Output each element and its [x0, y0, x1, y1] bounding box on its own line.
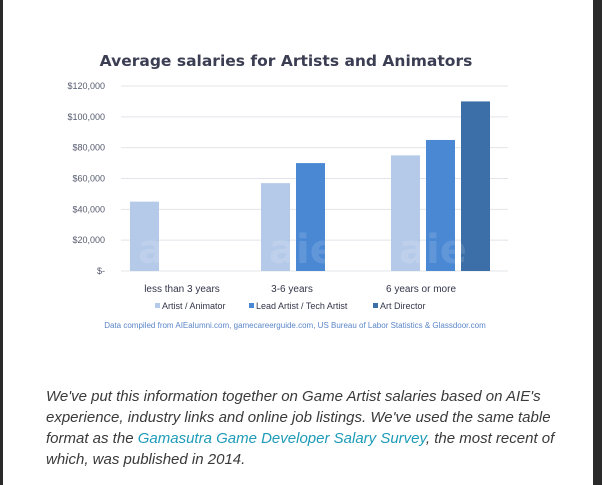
- x-tick-label: 6 years or more: [386, 284, 456, 295]
- y-tick-label: $100,000: [67, 112, 105, 122]
- gamasutra-survey-link[interactable]: Gamasutra Game Developer Salary Survey: [137, 430, 426, 447]
- watermark: aie: [269, 227, 337, 273]
- bar: [296, 163, 325, 271]
- chart-title: Average salaries for Artists and Animato…: [100, 52, 473, 70]
- legend-label: Lead Artist / Tech Artist: [256, 301, 348, 311]
- chart-svg: Average salaries for Artists and Animato…: [67, 52, 508, 330]
- bar: [426, 139, 455, 271]
- x-tick-label: 3-6 years: [271, 284, 313, 295]
- x-axis-labels: less than 3 years 3-6 years 6 years or mor…: [144, 284, 456, 295]
- legend-swatch: [373, 303, 378, 308]
- source-note: Data compiled from AIEalumni.com, gameca…: [104, 321, 486, 330]
- x-tick-label: less than 3 years: [144, 284, 220, 295]
- salary-chart: Average salaries for Artists and Animato…: [3, 0, 593, 350]
- bar: [461, 101, 490, 272]
- watermark: aie: [138, 227, 206, 273]
- legend-label: Artist / Animator: [162, 301, 226, 311]
- y-tick-label: $120,000: [67, 81, 105, 91]
- y-tick-label: $-: [97, 266, 105, 276]
- y-tick-label: $60,000: [72, 174, 105, 184]
- description-paragraph: We've put this information together on G…: [46, 386, 556, 470]
- paragraph-text-end: , the most recent of which, was publishe…: [46, 430, 555, 468]
- y-axis-ticks: $- $20,000 $40,000 $60,000 $80,000 $100,000 $1…: [67, 81, 105, 276]
- legend-label: Art Director: [380, 301, 426, 311]
- y-tick-label: $80,000: [72, 143, 105, 153]
- right-dark-edge: [593, 0, 602, 485]
- bars: aie aie aie: [130, 101, 490, 273]
- legend: Artist / Animator Lead Artist / Tech Arti…: [155, 301, 426, 311]
- paragraph-text-start: We've put this information together on G…: [46, 388, 551, 447]
- legend-swatch: [249, 303, 254, 308]
- watermark: aie: [399, 227, 467, 273]
- y-tick-label: $40,000: [72, 204, 105, 214]
- bar: [130, 201, 159, 271]
- left-dark-edge: [0, 0, 3, 485]
- bar: [261, 183, 290, 271]
- y-tick-label: $20,000: [72, 235, 105, 245]
- legend-swatch: [155, 303, 160, 308]
- bar: [391, 155, 420, 271]
